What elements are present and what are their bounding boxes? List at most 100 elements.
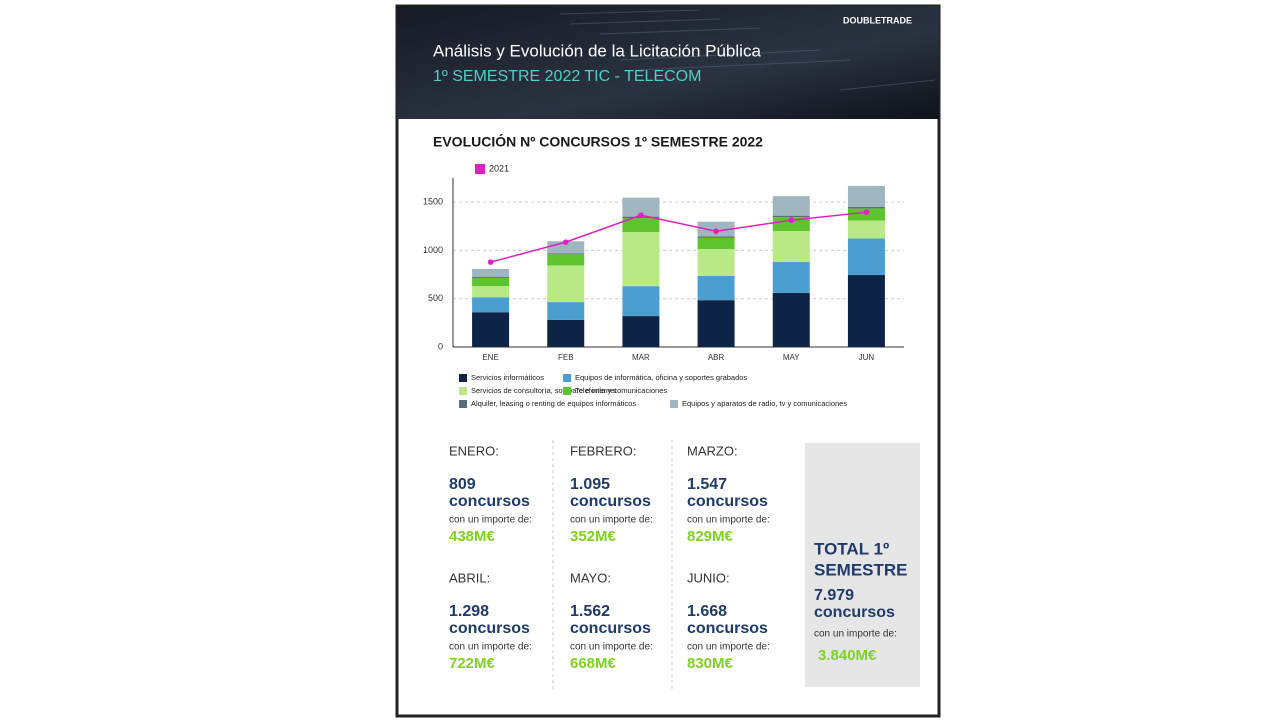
bar-segment: [622, 286, 660, 317]
month-unit: concursos: [687, 620, 768, 637]
month-count: 1.562: [570, 603, 610, 620]
bar-segment: [472, 276, 510, 278]
month-count: 1.095: [570, 476, 610, 493]
bar-segment: [547, 253, 585, 255]
total-title: SEMESTRE: [814, 560, 908, 579]
header-title: Análisis y Evolución de la Licitación Pú…: [433, 41, 761, 60]
chart-title: EVOLUCIÓN Nº CONCURSOS 1º SEMESTRE 2022: [433, 133, 763, 150]
month-unit: concursos: [687, 493, 768, 510]
bar-segment: [472, 286, 510, 298]
bar-segment: [547, 319, 585, 347]
legend-label: 2021: [489, 163, 509, 173]
bar-segment: [772, 215, 810, 218]
month-unit: concursos: [449, 620, 530, 637]
legend-label: Alquiler, leasing o renting de equipos i…: [471, 399, 636, 408]
month-count: 1.298: [449, 603, 489, 620]
bar-segment: [697, 276, 735, 301]
legend-swatch: [563, 374, 571, 382]
month-note: con un importe de:: [449, 515, 532, 526]
legend-label: Telefonía y comunicaciones: [575, 386, 667, 395]
bar-segment: [547, 254, 585, 266]
y-tick-label: 500: [428, 293, 443, 303]
point: [713, 228, 719, 235]
month-name: ABRIL:: [449, 570, 490, 585]
total-note: con un importe de:: [814, 629, 897, 640]
legend-label: Equipos y aparatos de radio, tv y comuni…: [682, 399, 847, 408]
bar-segment: [622, 197, 660, 217]
month-name: MAYO:: [570, 570, 611, 585]
total-unit: concursos: [814, 604, 895, 621]
point: [863, 209, 870, 215]
bar-segment: [847, 275, 885, 347]
x-tick-label: ABR: [708, 353, 725, 362]
month-amount: 352M€: [570, 528, 617, 545]
total-title: TOTAL 1º: [814, 539, 889, 558]
bar-segment: [622, 232, 660, 287]
bar-segment: [697, 300, 735, 347]
legend-swatch: [475, 164, 485, 174]
logo: DOUBLETRADE: [843, 15, 912, 25]
month-amount: 722M€: [449, 655, 496, 672]
bar-segment: [847, 185, 885, 207]
month-amount: 668M€: [570, 655, 617, 672]
legend-swatch: [459, 400, 467, 408]
x-tick-label: MAY: [783, 353, 800, 362]
month-amount: 829M€: [687, 528, 734, 545]
bar-segment: [472, 297, 510, 313]
bar-segment: [472, 312, 510, 347]
x-tick-label: MAR: [632, 353, 650, 362]
header-subtitle: 1º SEMESTRE 2022 TIC - TELECOM: [433, 68, 701, 85]
bar-segment: [772, 262, 810, 293]
x-tick-label: ENE: [482, 353, 498, 362]
total-count: 7.979: [814, 587, 854, 604]
point: [638, 212, 644, 218]
bar-segment: [772, 196, 810, 216]
bar-segment: [472, 268, 510, 277]
month-name: ENERO:: [449, 443, 499, 458]
point: [562, 239, 569, 245]
month-count: 1.668: [687, 603, 727, 620]
x-tick-label: FEB: [558, 353, 574, 362]
bar-segment: [622, 218, 660, 233]
bar-segment: [847, 206, 885, 209]
bar-segment: [622, 316, 660, 347]
bar-segment: [697, 237, 735, 249]
bar-segment: [547, 265, 585, 303]
month-note: con un importe de:: [570, 642, 653, 653]
point: [788, 217, 795, 224]
legend-swatch: [670, 400, 678, 408]
bar-segment: [772, 217, 810, 232]
month-name: MARZO:: [687, 443, 738, 458]
bar-segment: [772, 231, 810, 263]
month-unit: concursos: [449, 493, 530, 510]
x-tick-label: JUN: [859, 353, 875, 362]
month-note: con un importe de:: [687, 515, 770, 526]
month-amount: 830M€: [687, 655, 734, 672]
y-tick-label: 1000: [423, 245, 443, 255]
month-name: FEBRERO:: [570, 443, 636, 458]
total-box: [805, 443, 920, 687]
bar-segment: [547, 302, 585, 320]
month-note: con un importe de:: [687, 642, 770, 653]
bar-segment: [697, 248, 735, 277]
month-unit: concursos: [570, 620, 651, 637]
bar-segment: [697, 236, 735, 238]
y-tick-label: 0: [438, 341, 443, 351]
month-name: JUNIO:: [687, 570, 730, 585]
bar-segment: [472, 277, 510, 287]
legend-label: Servicios de consultoría, software e int…: [471, 386, 617, 395]
line: [490, 211, 867, 263]
header-banner: [397, 6, 939, 119]
month-count: 809: [449, 476, 476, 493]
bar-segment: [847, 220, 885, 239]
month-amount: 438M€: [449, 528, 496, 545]
month-unit: concursos: [570, 493, 651, 510]
bar-segment: [772, 292, 810, 347]
legend-swatch: [459, 387, 467, 395]
point: [487, 259, 494, 265]
legend-swatch: [459, 374, 467, 382]
legend-label: Equipos de informática, oficina y soport…: [575, 373, 747, 382]
total-amount: 3.840M€: [818, 647, 877, 664]
